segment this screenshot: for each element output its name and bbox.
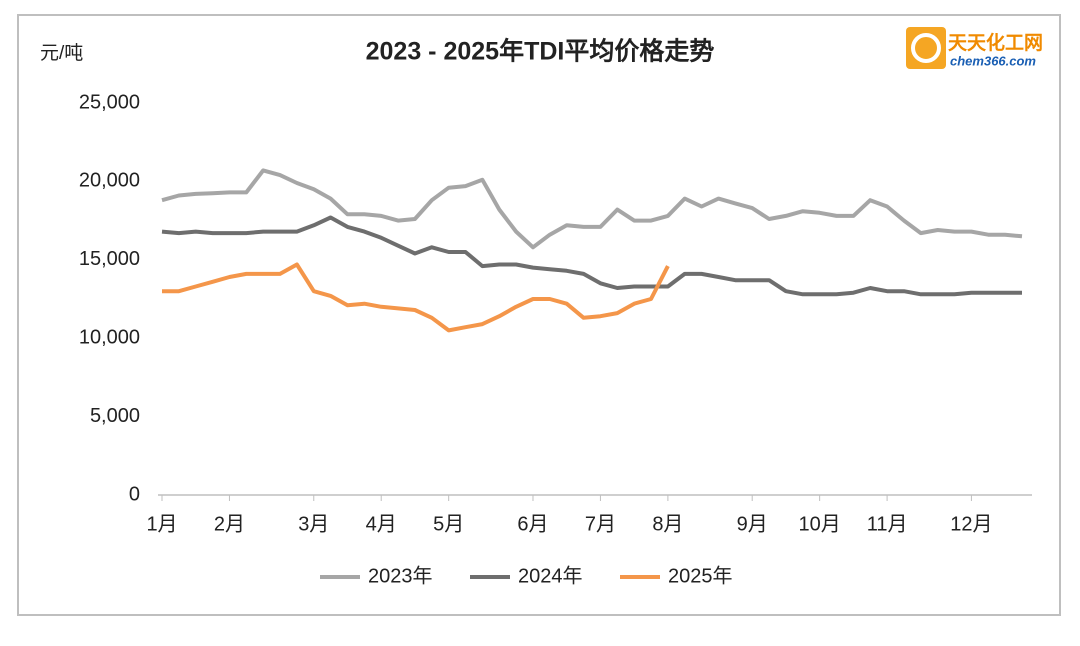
x-tick-label: 9月	[737, 513, 768, 535]
logo: 天天化工网 chem366.com	[906, 27, 1043, 69]
logo-site: chem366.com	[950, 53, 1036, 68]
logo-name: 天天化工网	[948, 31, 1043, 54]
legend-label: 2023年	[368, 564, 433, 587]
series-line	[161, 215, 1022, 297]
x-tick-label: 7月	[585, 513, 616, 535]
logo-ring	[911, 33, 941, 63]
x-tick-label: 12月	[950, 513, 992, 535]
x-tick-label: 5月	[433, 513, 464, 535]
x-tick-label: 8月	[652, 513, 683, 535]
series-line	[162, 262, 670, 333]
y-tick-label: 0	[129, 483, 140, 505]
x-tick-label: 11月	[867, 513, 908, 535]
legend-label: 2024年	[518, 564, 583, 587]
chart-frame	[17, 14, 1061, 616]
y-tick-label: 25,000	[79, 91, 140, 113]
y-tick-label: 15,000	[79, 248, 140, 270]
series-line	[161, 168, 1023, 250]
chart-title: 2023 - 2025年TDI平均价格走势	[366, 37, 715, 66]
x-tick-label: 10月	[799, 513, 841, 535]
y-tick-label: 20,000	[79, 170, 140, 192]
y-tick-label: 5,000	[90, 405, 140, 427]
y-axis-label: 元/吨	[40, 42, 83, 64]
x-tick-label: 3月	[298, 513, 329, 535]
y-tick-label: 10,000	[79, 326, 140, 348]
x-tick-label: 2月	[214, 513, 245, 535]
x-tick-label: 4月	[366, 513, 397, 535]
legend-label: 2025年	[668, 564, 733, 587]
x-tick-label: 1月	[146, 513, 177, 535]
x-tick-label: 6月	[517, 513, 548, 535]
